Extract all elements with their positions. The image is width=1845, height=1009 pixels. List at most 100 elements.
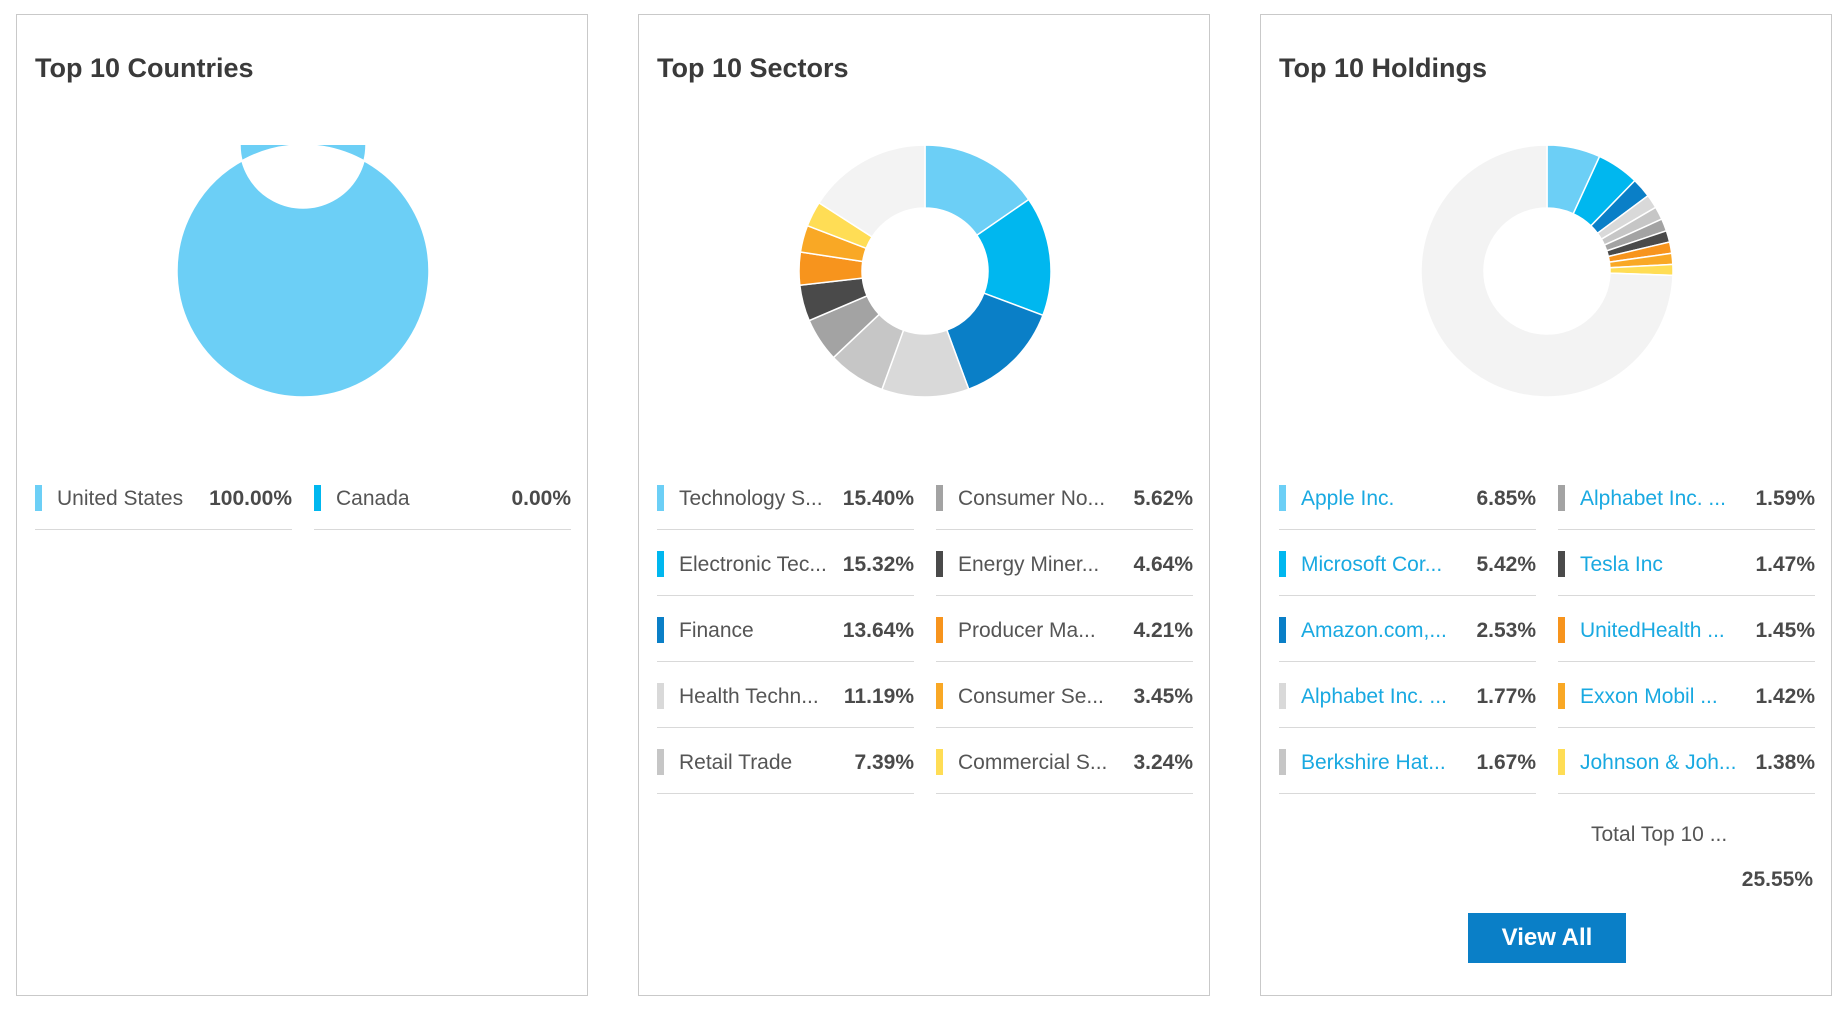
legend-item-johnson-johnson[interactable]: Johnson & Joh... 1.38% xyxy=(1558,728,1815,794)
legend-value: 0.00% xyxy=(511,487,571,510)
holding-link[interactable]: Amazon.com,... xyxy=(1301,619,1447,642)
legend-swatch xyxy=(1279,551,1286,577)
legend-value: 1.67% xyxy=(1476,751,1536,774)
sectors-donut-chart xyxy=(799,145,1051,397)
donut-slice-remainder xyxy=(818,145,926,238)
legend-value: 1.47% xyxy=(1755,553,1815,576)
legend-label: Technology S... xyxy=(679,487,823,510)
legend-item-amazon-com-inc[interactable]: Amazon.com,... 2.53% xyxy=(1279,596,1536,662)
legend-label: Finance xyxy=(679,619,754,642)
holding-link[interactable]: Berkshire Hat... xyxy=(1301,751,1446,774)
legend-item-commercial-services: Commercial S... 3.24% xyxy=(936,728,1193,794)
holding-link[interactable]: Microsoft Cor... xyxy=(1301,553,1443,576)
legend-item-unitedhealth-group[interactable]: UnitedHealth ... 1.45% xyxy=(1558,596,1815,662)
legend-item-united-states: United States 100.00% xyxy=(35,464,292,530)
legend-swatch xyxy=(936,617,943,643)
holding-link[interactable]: UnitedHealth ... xyxy=(1580,619,1725,642)
legend-label: Consumer Se... xyxy=(958,685,1104,708)
legend-value: 100.00% xyxy=(209,487,292,510)
legend-swatch xyxy=(657,551,664,577)
legend-value: 1.77% xyxy=(1476,685,1536,708)
legend-label: Canada xyxy=(336,487,410,510)
legend-value: 4.21% xyxy=(1133,619,1193,642)
legend-swatch xyxy=(1558,749,1565,775)
legend-swatch xyxy=(1279,485,1286,511)
legend-item-health-technology: Health Techn... 11.19% xyxy=(657,662,914,728)
legend-item-finance: Finance 13.64% xyxy=(657,596,914,662)
legend-label: Electronic Tec... xyxy=(679,553,827,576)
legend-swatch xyxy=(1279,617,1286,643)
legend-swatch xyxy=(936,551,943,577)
legend-item-berkshire-hathaway[interactable]: Berkshire Hat... 1.67% xyxy=(1279,728,1536,794)
card-title: Top 10 Sectors xyxy=(657,53,849,83)
legend-value: 15.40% xyxy=(842,487,914,510)
legend-value: 1.59% xyxy=(1755,487,1815,510)
legend-swatch xyxy=(35,485,42,511)
legend-label: United States xyxy=(57,487,184,510)
holding-link[interactable]: Johnson & Joh... xyxy=(1580,751,1737,774)
legend-label: Producer Ma... xyxy=(958,619,1096,642)
legend-value: 4.64% xyxy=(1133,553,1193,576)
legend-swatch xyxy=(1279,749,1286,775)
card-title: Top 10 Holdings xyxy=(1279,53,1487,83)
legend-label: Energy Miner... xyxy=(958,553,1100,576)
legend-swatch xyxy=(314,485,321,511)
legend-item-producer-manufacturing: Producer Ma... 4.21% xyxy=(936,596,1193,662)
donut-slice-remainder xyxy=(1421,145,1673,397)
legend-item-apple-inc[interactable]: Apple Inc. 6.85% xyxy=(1279,464,1536,530)
legend-item-consumer-non-durables: Consumer No... 5.62% xyxy=(936,464,1193,530)
countries-donut-chart xyxy=(177,145,429,397)
legend-item-technology-services: Technology S... 15.40% xyxy=(657,464,914,530)
legend-value: 2.53% xyxy=(1476,619,1536,642)
legend-item-canada: Canada 0.00% xyxy=(314,464,571,530)
legend-swatch xyxy=(1279,683,1286,709)
legend-swatch xyxy=(657,749,664,775)
legend-value: 13.64% xyxy=(842,619,914,642)
legend-swatch xyxy=(657,683,664,709)
legend-value: 11.19% xyxy=(843,685,914,708)
legend-swatch xyxy=(657,617,664,643)
legend-item-electronic-technology: Electronic Tec... 15.32% xyxy=(657,530,914,596)
legend-swatch xyxy=(1558,683,1565,709)
legend-swatch xyxy=(936,485,943,511)
card-title: Top 10 Countries xyxy=(35,53,254,83)
donut-slice-united-states[interactable] xyxy=(177,145,429,397)
legend-value: 7.39% xyxy=(854,751,914,774)
holding-link[interactable]: Apple Inc. xyxy=(1301,487,1395,510)
holdings-donut-chart xyxy=(1421,145,1673,397)
legend-item-energy-minerals: Energy Miner... 4.64% xyxy=(936,530,1193,596)
legend-swatch xyxy=(657,485,664,511)
legend-value: 1.38% xyxy=(1755,751,1815,774)
holdings-card: Top 10 Holdings Apple Inc. 6.85% Microsoft… xyxy=(1260,14,1832,996)
view-all-button[interactable]: View All xyxy=(1468,913,1626,963)
legend-item-exxon-mobil[interactable]: Exxon Mobil ... 1.42% xyxy=(1558,662,1815,728)
total-top-10-label: Total Top 10 ... xyxy=(1591,823,1728,846)
legend-value: 6.85% xyxy=(1476,487,1536,510)
legend-value: 3.45% xyxy=(1133,685,1193,708)
holding-link[interactable]: Alphabet Inc. ... xyxy=(1301,685,1447,708)
legend-swatch xyxy=(936,749,943,775)
legend-label: Retail Trade xyxy=(679,751,793,774)
legend-item-retail-trade: Retail Trade 7.39% xyxy=(657,728,914,794)
holding-link[interactable]: Tesla Inc xyxy=(1580,553,1663,576)
holding-link[interactable]: Alphabet Inc. ... xyxy=(1580,487,1726,510)
legend-item-alphabet-inc-class-a[interactable]: Alphabet Inc. ... 1.77% xyxy=(1279,662,1536,728)
legend-item-alphabet-inc-class-c[interactable]: Alphabet Inc. ... 1.59% xyxy=(1558,464,1815,530)
legend-label: Health Techn... xyxy=(679,685,819,708)
total-top-10-value: 25.55% xyxy=(1741,868,1813,891)
legend-item-microsoft-corporation[interactable]: Microsoft Cor... 5.42% xyxy=(1279,530,1536,596)
holding-link[interactable]: Exxon Mobil ... xyxy=(1580,685,1718,708)
sectors-card: Top 10 Sectors Technology S... 15.40% Elec… xyxy=(638,14,1210,996)
legend-swatch xyxy=(1558,551,1565,577)
legend-value: 1.42% xyxy=(1755,685,1815,708)
legend-label: Commercial S... xyxy=(958,751,1108,774)
legend-item-tesla-inc[interactable]: Tesla Inc 1.47% xyxy=(1558,530,1815,596)
legend-value: 1.45% xyxy=(1755,619,1815,642)
legend-value: 15.32% xyxy=(842,553,914,576)
legend-swatch xyxy=(936,683,943,709)
legend-item-consumer-services: Consumer Se... 3.45% xyxy=(936,662,1193,728)
legend-label: Consumer No... xyxy=(958,487,1106,510)
legend-value: 5.62% xyxy=(1133,487,1193,510)
countries-card: Top 10 Countries United States 100.00% Can… xyxy=(16,14,588,996)
legend-swatch xyxy=(1558,617,1565,643)
